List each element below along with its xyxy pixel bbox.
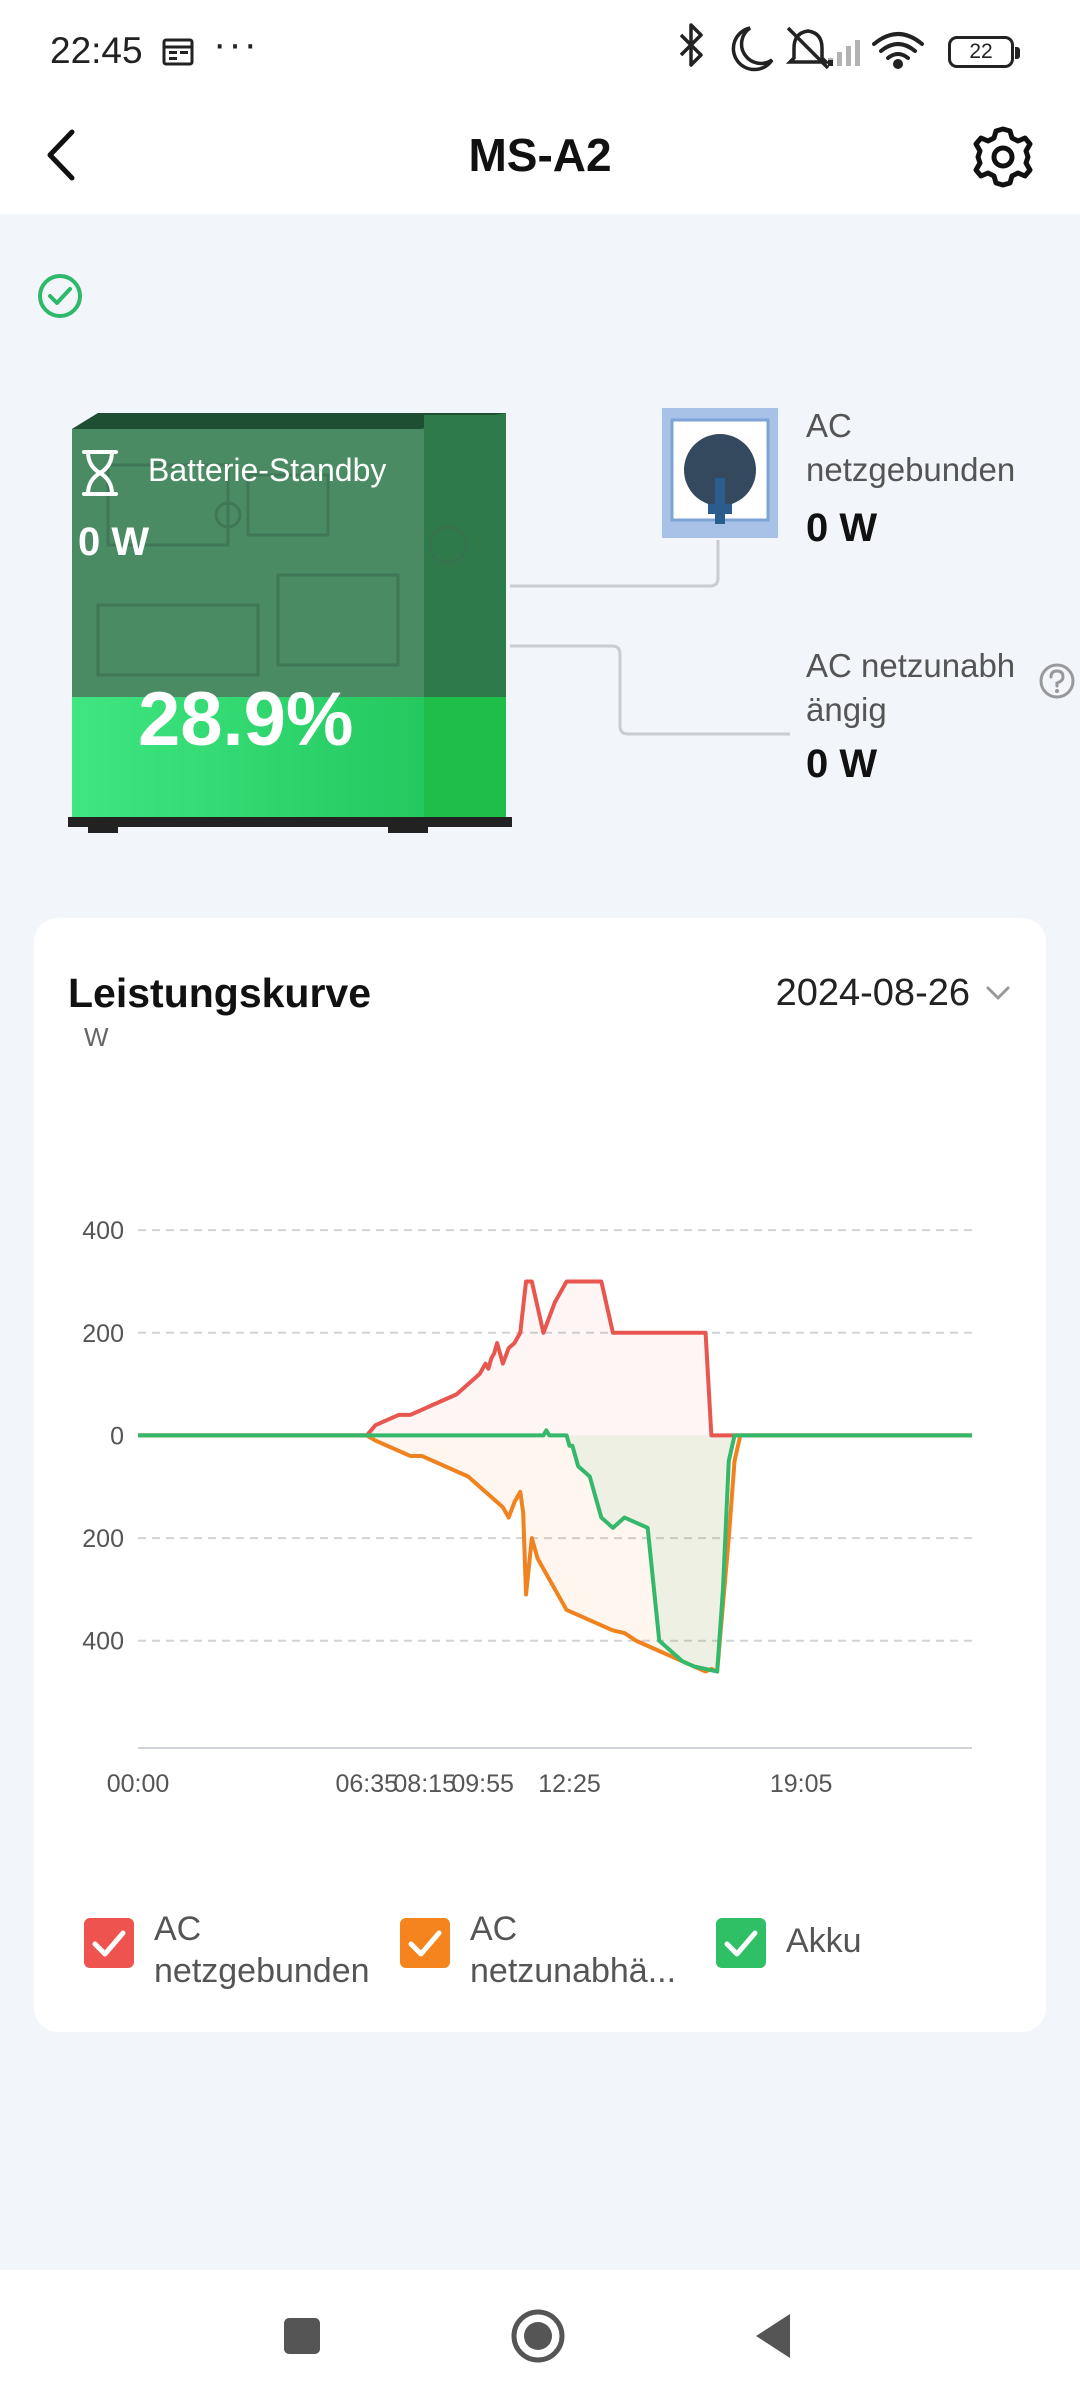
- gear-icon[interactable]: [966, 120, 1040, 194]
- selected-date: 2024-08-26: [775, 971, 970, 1014]
- off-grid-power: 0 W: [806, 742, 878, 786]
- legend-label-line2: netzgebunden: [154, 1952, 370, 1990]
- more-notifications-icon: ···: [213, 22, 259, 66]
- grid-tied-power: 0 W: [806, 506, 878, 550]
- system-nav-bar: [0, 2270, 1080, 2400]
- checkmark-icon: [408, 1930, 442, 1957]
- legend-item-grid[interactable]: AC netzgebunden: [84, 1908, 386, 1992]
- y-tick-label: 400: [82, 1628, 124, 1656]
- bluetooth-icon: [679, 23, 703, 67]
- signal-icon: [828, 40, 860, 66]
- x-tick-label: 08:15: [393, 1770, 456, 1798]
- home-icon[interactable]: [510, 2308, 566, 2364]
- battery-status-indicator: 22: [948, 36, 1020, 68]
- legend-checkbox-offgrid[interactable]: [400, 1918, 450, 1968]
- back-triangle-icon[interactable]: [746, 2308, 802, 2364]
- device-power-value: 0 W: [78, 520, 150, 564]
- series-area: [138, 1435, 972, 1672]
- moon-icon: [731, 26, 774, 72]
- legend-label-line1: AC: [154, 1910, 202, 1948]
- series-area: [138, 1281, 972, 1436]
- x-tick-label: 12:25: [538, 1770, 601, 1798]
- wifi-icon: [872, 32, 924, 69]
- battery-device-illustration: [68, 413, 512, 833]
- grid-tied-label: AC netzgebunden: [806, 407, 1016, 488]
- legend-label-battery: Akku: [786, 1908, 986, 1962]
- legend-item-offgrid[interactable]: AC netzunabhä...: [400, 1908, 702, 1992]
- hourglass-icon: [82, 450, 118, 496]
- page-title: MS-A2: [468, 129, 612, 181]
- x-tick-label: 09:55: [451, 1770, 514, 1798]
- x-tick-label: 00:00: [107, 1770, 170, 1798]
- calendar-icon: [162, 38, 194, 66]
- x-tick-label: 06:35: [335, 1770, 398, 1798]
- y-tick-label: 400: [82, 1217, 124, 1245]
- question-icon[interactable]: [1038, 662, 1076, 700]
- y-tick-label: 0: [110, 1422, 124, 1450]
- y-tick-label: 200: [82, 1525, 124, 1553]
- legend-label-grid: AC netzgebunden: [154, 1908, 386, 1992]
- legend-label-line1: AC: [470, 1910, 518, 1948]
- y-tick-label: 200: [82, 1320, 124, 1348]
- muted-bell-icon: [785, 26, 831, 70]
- legend-item-battery[interactable]: Akku: [716, 1908, 986, 1968]
- series-line: [138, 1428, 972, 1674]
- device-status-label: Batterie-Standby: [148, 452, 387, 488]
- y-axis-unit: W: [84, 1022, 109, 1052]
- state-of-charge: 28.9%: [138, 677, 354, 762]
- card-title: Leistungskurve: [68, 970, 372, 1016]
- chevron-down-icon: [986, 986, 1010, 1000]
- status-bar: 22:45 ··· 22: [0, 0, 1080, 100]
- series-line: [138, 1279, 972, 1438]
- legend-checkbox-battery[interactable]: [716, 1918, 766, 1968]
- status-icons: [679, 23, 924, 72]
- legend-label-line2: netzunabhä...: [470, 1952, 677, 1990]
- off-grid-label-line1: AC netzunabh: [806, 647, 1016, 684]
- power-plug-icon: [662, 408, 778, 538]
- checkmark-icon: [92, 1930, 126, 1957]
- legend-label-line1: Akku: [786, 1922, 862, 1960]
- x-tick-label: 19:05: [770, 1770, 833, 1798]
- back-arrow-icon[interactable]: [30, 120, 100, 190]
- app-bar: MS-A2: [0, 100, 1080, 214]
- off-grid-label: AC netzunabh ängig: [806, 644, 1036, 732]
- legend-label-offgrid: AC netzunabhä...: [470, 1908, 702, 1992]
- checkmark-icon: [724, 1930, 758, 1957]
- chart-legend: AC netzgebunden AC netzunabhä... Akku: [84, 1908, 1024, 2008]
- legend-checkbox-grid[interactable]: [84, 1918, 134, 1968]
- check-circle-icon: [38, 274, 82, 318]
- power-curve-card: Leistungskurve 2024-08-26 W 400 200 0 200 400…: [34, 918, 1046, 2032]
- off-grid-label-line2: ängig: [806, 691, 887, 728]
- recent-apps-icon[interactable]: [274, 2308, 330, 2364]
- date-selector[interactable]: 2024-08-26: [776, 968, 1012, 1018]
- status-time: 22:45: [50, 30, 143, 71]
